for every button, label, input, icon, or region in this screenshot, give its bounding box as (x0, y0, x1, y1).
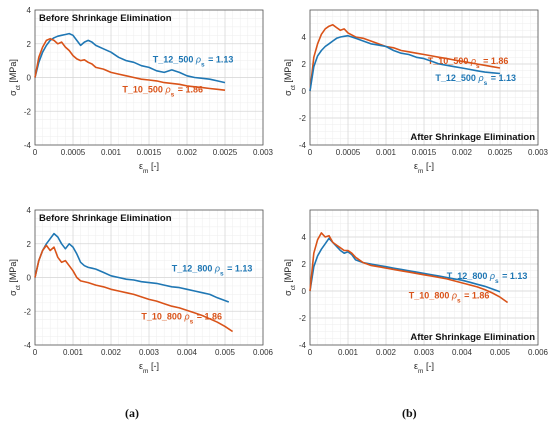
x-axis-label: εm [-] (414, 361, 434, 375)
x-tick-label: 0.006 (528, 348, 549, 357)
x-tick-label: 0.004 (177, 348, 198, 357)
y-tick-label: 0 (302, 287, 307, 296)
series-label-T_12_800: T_12_800 ρs = 1.13 (447, 271, 528, 285)
y-tick-label: -2 (299, 314, 307, 323)
x-tick-label: 0.001 (376, 148, 397, 157)
plot-frame (309, 9, 539, 146)
x-tick-label: 0.001 (338, 348, 359, 357)
x-tick-label: 0.005 (490, 348, 511, 357)
x-tick-label: 0.002 (452, 148, 473, 157)
y-tick-label: -2 (24, 107, 32, 116)
y-tick-label: 4 (27, 6, 32, 15)
y-tick-label: -2 (299, 114, 307, 123)
series-line-T_10_800 (309, 232, 509, 304)
y-tick-label: 4 (302, 233, 307, 242)
x-tick-label: 0.005 (215, 348, 236, 357)
x-tick-label: 0 (33, 348, 38, 357)
y-axis-label: σct [MPa] (283, 259, 297, 296)
y-axis-label: σct [MPa] (8, 59, 22, 96)
x-tick-label: 0.003 (528, 148, 549, 157)
x-tick-label: 0.0025 (213, 148, 238, 157)
y-tick-label: 2 (302, 60, 307, 69)
y-tick-label: 0 (27, 274, 32, 283)
x-tick-label: 0.0005 (336, 148, 361, 157)
y-tick-label: -2 (24, 307, 32, 316)
plot-frame (309, 209, 539, 346)
y-tick-label: 4 (302, 33, 307, 42)
y-tick-label: -4 (24, 141, 32, 150)
x-tick-label: 0.002 (177, 148, 198, 157)
x-axis-label: εm [-] (139, 161, 159, 175)
x-tick-label: 0.0025 (488, 148, 513, 157)
y-tick-label: 2 (27, 40, 32, 49)
x-tick-label: 0.002 (101, 348, 122, 357)
panel-title: After Shrinkage Elimination (410, 332, 535, 343)
series-line-T_12_500 (34, 32, 226, 84)
chart-panel-bottom-left: 0 0.001 0.002 0.003 0.004 0.005 0.006 -4 -2 0 2 4 εm… (8, 206, 274, 375)
panel-title: After Shrinkage Elimination (410, 132, 535, 143)
panel-title: Before Shrinkage Elimination (39, 13, 172, 24)
x-tick-label: 0.003 (139, 348, 160, 357)
y-tick-label: -4 (299, 341, 307, 350)
series-line-T_10_800 (34, 244, 234, 333)
x-tick-label: 0.006 (253, 348, 274, 357)
x-tick-label: 0 (308, 148, 313, 157)
x-axis-label: εm [-] (139, 361, 159, 375)
y-axis-label: σct [MPa] (283, 59, 297, 96)
series-line-T_12_800 (309, 237, 501, 293)
x-tick-label: 0.001 (63, 348, 84, 357)
x-tick-label: 0 (33, 148, 38, 157)
caption-label-a: (a) (125, 406, 139, 420)
chart-panel-top-right: 0 0.0005 0.001 0.0015 0.002 0.0025 0.003 -4 -2 0 2… (283, 9, 549, 175)
x-tick-label: 0.002 (376, 348, 397, 357)
x-tick-label: 0.003 (253, 148, 274, 157)
series-label-T_10_500: T_10_500 ρs = 1.86 (122, 85, 203, 99)
series-label-T_12_500: T_12_500 ρs = 1.13 (153, 54, 234, 68)
series-label-T_12_500: T_12_500 ρs = 1.13 (435, 73, 516, 87)
series-label-T_12_800: T_12_800 ρs = 1.13 (172, 264, 253, 278)
series-label-T_10_800: T_10_800 ρs = 1.86 (409, 290, 490, 304)
y-tick-label: 0 (27, 74, 32, 83)
caption-label-b: (b) (402, 406, 417, 420)
x-tick-label: 0.0005 (61, 148, 86, 157)
panel-title: Before Shrinkage Elimination (39, 213, 172, 224)
x-tick-label: 0.004 (452, 348, 473, 357)
x-tick-label: 0.0015 (412, 148, 437, 157)
series-line-T_12_500 (309, 34, 501, 92)
y-axis-label: σct [MPa] (8, 259, 22, 296)
series-line-T_10_500 (34, 37, 226, 91)
y-tick-label: 4 (27, 206, 32, 215)
chart-panel-bottom-right: 0 0.001 0.002 0.003 0.004 0.005 0.006 -4 -2 0 2 4 εm… (283, 209, 549, 375)
series-label-T_10_500: T_10_500 ρs = 1.86 (428, 56, 509, 70)
y-tick-label: 2 (302, 260, 307, 269)
y-tick-label: 0 (302, 87, 307, 96)
y-tick-label: 2 (27, 240, 32, 249)
x-tick-label: 0 (308, 348, 313, 357)
chart-panel-top-left: 0 0.0005 0.001 0.0015 0.002 0.0025 0.003 -4 -2 0 2… (8, 6, 274, 175)
x-tick-label: 0.001 (101, 148, 122, 157)
x-axis-label: εm [-] (414, 161, 434, 175)
y-tick-label: -4 (299, 141, 307, 150)
x-tick-label: 0.003 (414, 348, 435, 357)
series-line-T_12_800 (34, 232, 230, 303)
x-tick-label: 0.0015 (137, 148, 162, 157)
y-tick-label: -4 (24, 341, 32, 350)
series-label-T_10_800: T_10_800 ρs = 1.86 (141, 312, 222, 326)
